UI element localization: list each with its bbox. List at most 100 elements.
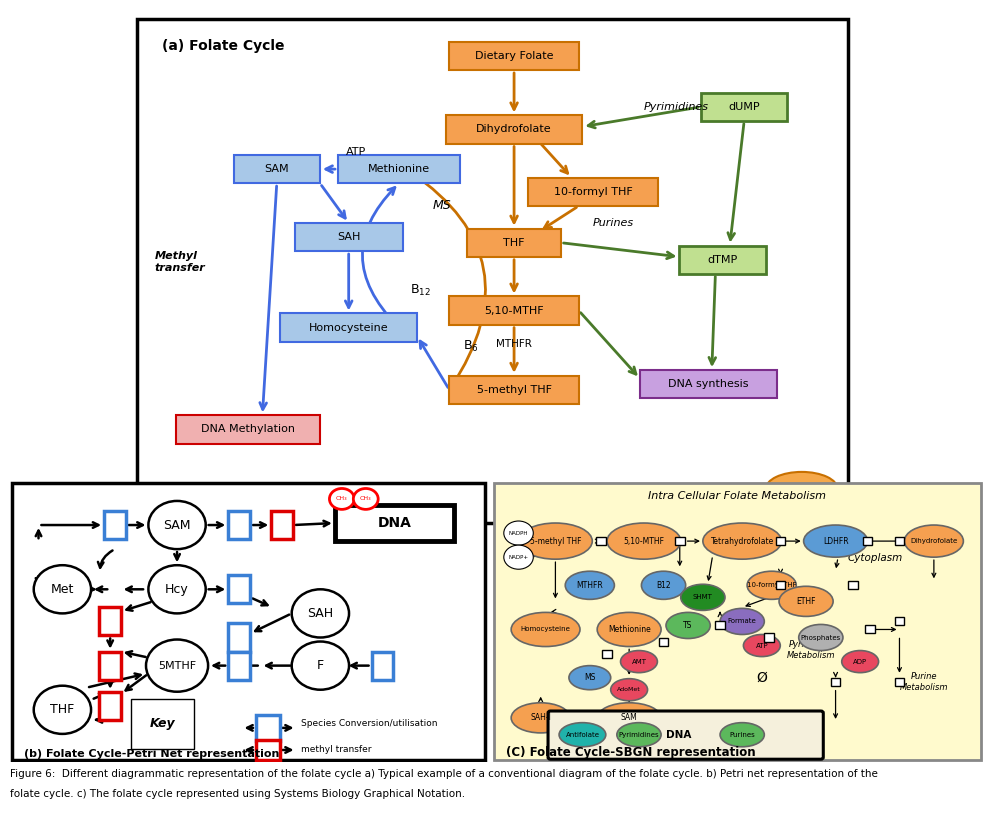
FancyBboxPatch shape bbox=[764, 633, 774, 641]
FancyBboxPatch shape bbox=[176, 416, 320, 443]
Ellipse shape bbox=[511, 703, 570, 733]
Circle shape bbox=[149, 566, 206, 614]
Ellipse shape bbox=[518, 523, 592, 559]
Text: SAH-I: SAH-I bbox=[530, 713, 551, 722]
Circle shape bbox=[329, 488, 355, 509]
FancyBboxPatch shape bbox=[229, 575, 250, 603]
FancyBboxPatch shape bbox=[449, 42, 579, 70]
Text: 5,10-MTHF: 5,10-MTHF bbox=[485, 306, 544, 315]
FancyBboxPatch shape bbox=[775, 537, 785, 545]
Text: DNA: DNA bbox=[377, 516, 412, 530]
FancyBboxPatch shape bbox=[338, 155, 460, 183]
Ellipse shape bbox=[747, 571, 796, 599]
FancyBboxPatch shape bbox=[848, 581, 858, 589]
Text: Dihydrofolate: Dihydrofolate bbox=[477, 125, 552, 134]
Ellipse shape bbox=[799, 624, 843, 650]
Text: Dietary Folate: Dietary Folate bbox=[475, 51, 554, 61]
Text: ATP: ATP bbox=[346, 147, 366, 157]
Text: (b) Folate Cycle-Petri Net representation: (b) Folate Cycle-Petri Net representatio… bbox=[25, 749, 280, 759]
Ellipse shape bbox=[607, 523, 681, 559]
Text: MTHFR: MTHFR bbox=[576, 581, 603, 590]
Ellipse shape bbox=[703, 523, 781, 559]
Text: MS: MS bbox=[432, 199, 451, 212]
FancyBboxPatch shape bbox=[104, 511, 126, 539]
FancyBboxPatch shape bbox=[99, 692, 121, 720]
Text: dTMP: dTMP bbox=[707, 254, 738, 265]
Text: CH₃: CH₃ bbox=[336, 496, 348, 501]
FancyBboxPatch shape bbox=[701, 93, 787, 121]
Text: Antifolate: Antifolate bbox=[565, 732, 600, 738]
Text: B$_{12}$: B$_{12}$ bbox=[410, 283, 431, 297]
Circle shape bbox=[354, 488, 378, 509]
FancyBboxPatch shape bbox=[449, 297, 579, 324]
Text: SAM: SAM bbox=[264, 164, 290, 174]
FancyBboxPatch shape bbox=[233, 155, 320, 183]
Text: dUMP: dUMP bbox=[728, 102, 760, 112]
Ellipse shape bbox=[611, 679, 647, 701]
Text: Homocysteine: Homocysteine bbox=[521, 627, 570, 632]
FancyBboxPatch shape bbox=[596, 537, 606, 545]
FancyBboxPatch shape bbox=[548, 711, 823, 760]
Text: ATP: ATP bbox=[755, 642, 768, 649]
Text: LDHFR: LDHFR bbox=[822, 536, 848, 545]
Circle shape bbox=[503, 545, 533, 569]
FancyBboxPatch shape bbox=[281, 314, 417, 341]
Text: THF: THF bbox=[50, 703, 75, 716]
FancyBboxPatch shape bbox=[894, 537, 904, 545]
Text: DNA: DNA bbox=[666, 729, 691, 740]
Circle shape bbox=[33, 685, 91, 734]
Text: Figure 6:  Different diagrammatic representation of the folate cycle a) Typical : Figure 6: Different diagrammatic represe… bbox=[10, 769, 878, 778]
Text: MTHFR: MTHFR bbox=[496, 339, 532, 350]
Ellipse shape bbox=[597, 703, 661, 733]
FancyBboxPatch shape bbox=[894, 678, 904, 685]
Text: Ø: Ø bbox=[756, 671, 767, 685]
FancyBboxPatch shape bbox=[371, 651, 393, 680]
Text: B$_6$: B$_6$ bbox=[463, 339, 479, 355]
Text: TS: TS bbox=[684, 621, 692, 630]
Ellipse shape bbox=[765, 472, 837, 506]
Text: Methionine: Methionine bbox=[368, 164, 430, 174]
Text: SHMT: SHMT bbox=[692, 594, 713, 601]
Ellipse shape bbox=[569, 666, 611, 689]
FancyBboxPatch shape bbox=[335, 505, 454, 541]
Text: 5-methyl THF: 5-methyl THF bbox=[530, 536, 581, 545]
Text: ETHF: ETHF bbox=[796, 597, 816, 606]
Ellipse shape bbox=[617, 723, 661, 747]
Circle shape bbox=[292, 589, 349, 637]
Text: F: F bbox=[317, 659, 324, 672]
Ellipse shape bbox=[842, 650, 879, 672]
FancyBboxPatch shape bbox=[602, 650, 612, 658]
FancyBboxPatch shape bbox=[675, 537, 685, 545]
Ellipse shape bbox=[779, 586, 833, 616]
FancyBboxPatch shape bbox=[863, 537, 873, 545]
FancyBboxPatch shape bbox=[830, 678, 840, 685]
Ellipse shape bbox=[666, 612, 710, 638]
Circle shape bbox=[146, 640, 208, 692]
FancyBboxPatch shape bbox=[229, 623, 250, 651]
Ellipse shape bbox=[720, 723, 764, 747]
Text: SAM: SAM bbox=[621, 713, 637, 722]
Text: Purines: Purines bbox=[729, 732, 755, 738]
FancyBboxPatch shape bbox=[256, 715, 280, 741]
Ellipse shape bbox=[559, 723, 606, 747]
Text: NADP+: NADP+ bbox=[508, 555, 529, 560]
FancyBboxPatch shape bbox=[229, 511, 250, 539]
Text: (a) Folate Cycle: (a) Folate Cycle bbox=[162, 39, 285, 53]
Text: Purine
Metabolism: Purine Metabolism bbox=[900, 672, 949, 692]
Ellipse shape bbox=[720, 608, 764, 635]
FancyBboxPatch shape bbox=[865, 625, 875, 633]
Text: ADP: ADP bbox=[853, 659, 867, 664]
Ellipse shape bbox=[597, 612, 661, 646]
FancyBboxPatch shape bbox=[272, 511, 293, 539]
Ellipse shape bbox=[565, 571, 615, 599]
FancyBboxPatch shape bbox=[99, 607, 121, 636]
Text: Pyrimidines: Pyrimidines bbox=[619, 732, 659, 738]
Text: Plasma: Plasma bbox=[748, 487, 785, 496]
Ellipse shape bbox=[511, 612, 580, 646]
Text: 5-methyl THF: 5-methyl THF bbox=[477, 385, 552, 394]
FancyBboxPatch shape bbox=[659, 637, 669, 645]
Ellipse shape bbox=[641, 571, 686, 599]
Text: methyl transfer: methyl transfer bbox=[301, 746, 371, 755]
FancyBboxPatch shape bbox=[640, 370, 776, 399]
Text: Met: Met bbox=[50, 583, 74, 596]
